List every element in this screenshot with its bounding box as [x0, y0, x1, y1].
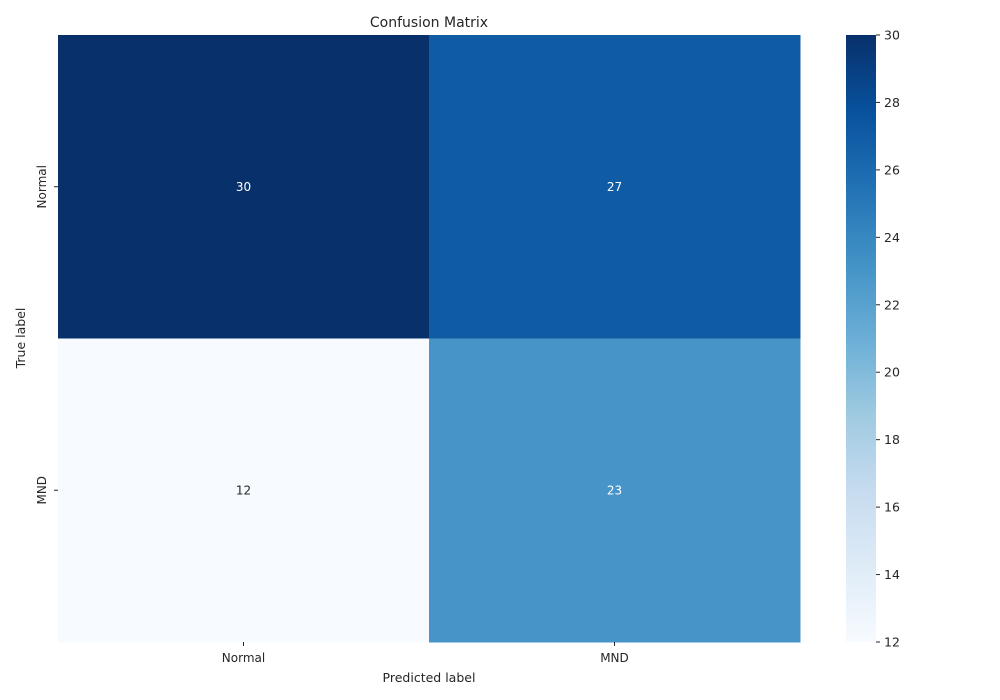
cell-annotation: 27: [607, 180, 622, 194]
colorbar-tick-label: 28: [884, 95, 900, 110]
cell-annotation: 12: [236, 483, 251, 497]
colorbar-tick-label: 20: [884, 365, 900, 380]
cell-annotations: 30 27 12 23: [236, 180, 622, 498]
x-tick-label: MND: [600, 651, 629, 665]
x-axis-label: Predicted label: [383, 670, 476, 685]
colorbar-ticks: 12 14 16 18 20 22 24 26 28 30: [876, 28, 900, 650]
colorbar-tick-label: 24: [884, 230, 900, 245]
heatmap-cells: [58, 35, 801, 643]
cell-annotation: 30: [236, 180, 251, 194]
heatmap-cell: [429, 338, 801, 643]
x-tick-label: Normal: [222, 651, 265, 665]
cell-annotation: 23: [607, 483, 622, 497]
colorbar-tick-label: 12: [884, 635, 900, 650]
y-tick-labels: Normal MND: [35, 165, 58, 505]
colorbar-tick-label: 30: [884, 28, 900, 43]
colorbar: [846, 35, 876, 642]
colorbar-tick-label: 26: [884, 162, 900, 177]
x-tick-labels: Normal MND: [222, 642, 629, 665]
colorbar-tick-label: 16: [884, 500, 900, 515]
colorbar-tick-label: 18: [884, 432, 900, 447]
chart-title: Confusion Matrix: [370, 15, 488, 31]
colorbar-tick-label: 22: [884, 297, 900, 312]
y-tick-label: MND: [35, 476, 49, 505]
colorbar-tick-label: 14: [884, 567, 900, 582]
heatmap-cell: [58, 35, 430, 339]
heatmap-cell: [58, 338, 430, 643]
y-tick-label: Normal: [35, 165, 49, 208]
y-axis-label: True label: [13, 308, 28, 370]
heatmap-cell: [429, 35, 801, 339]
